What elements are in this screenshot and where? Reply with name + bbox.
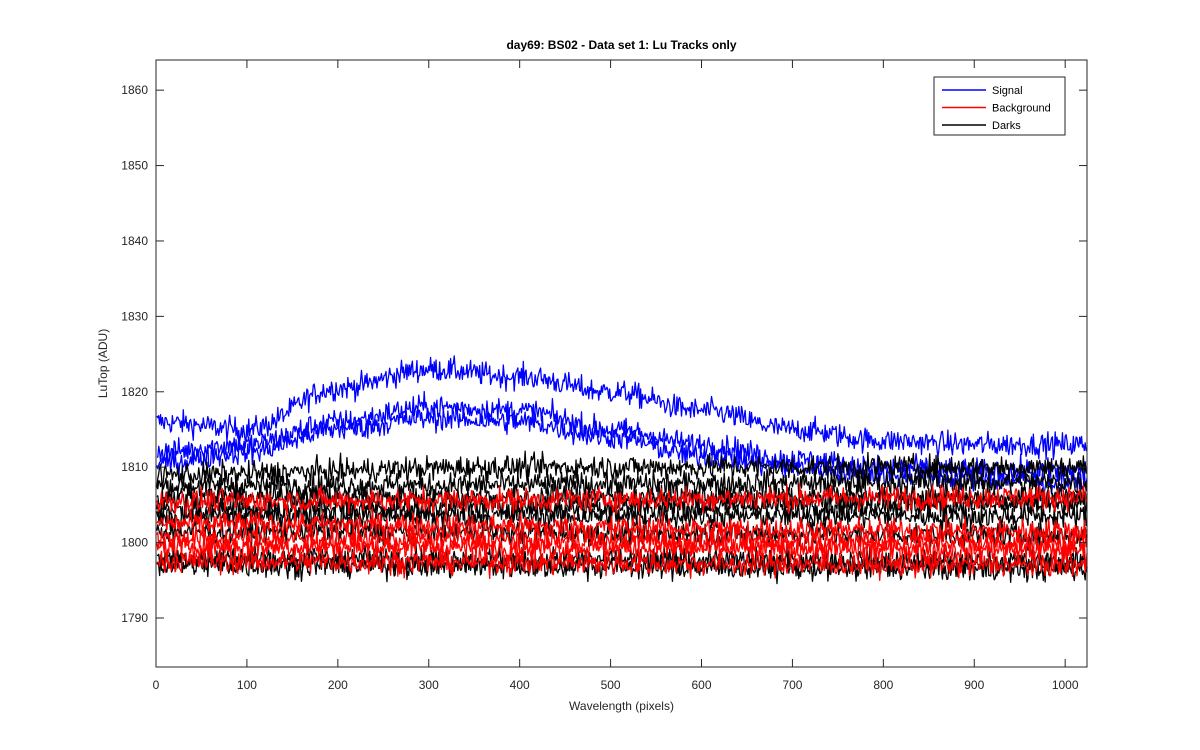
background-trace-5	[156, 545, 1088, 581]
y-tick-label: 1820	[121, 385, 148, 399]
background-trace-1	[156, 483, 1088, 517]
x-tick-label: 800	[873, 678, 893, 692]
y-tick-label: 1790	[121, 611, 148, 625]
legend-label-darks: Darks	[992, 120, 1021, 132]
legend-label-signal: Signal	[992, 85, 1023, 97]
y-tick-label: 1830	[121, 309, 148, 323]
x-tick-label: 600	[691, 678, 711, 692]
background-trace-4	[156, 531, 1088, 567]
x-tick-label: 500	[601, 678, 621, 692]
x-tick-label: 300	[419, 678, 439, 692]
chart-title: day69: BS02 - Data set 1: Lu Tracks only	[506, 38, 736, 52]
x-tick-label: 0	[153, 678, 160, 692]
y-tick-label: 1840	[121, 234, 148, 248]
x-tick-label: 200	[328, 678, 348, 692]
signal-trace-3	[156, 402, 1088, 501]
background-trace-2	[156, 506, 1088, 545]
y-tick-label: 1800	[121, 536, 148, 550]
x-tick-label: 1000	[1052, 678, 1079, 692]
darks-trace-1	[156, 450, 1088, 490]
y-tick-label: 1850	[121, 159, 148, 173]
x-tick-label: 900	[964, 678, 984, 692]
x-tick-label: 100	[237, 678, 257, 692]
y-tick-label: 1810	[121, 460, 148, 474]
ticks-layer: 0 100 200 300 400 500 600 700 800 900 1000 1790 1800…	[121, 60, 1087, 692]
y-axis-label: LuTop (ADU)	[96, 329, 110, 398]
background-trace-3	[156, 521, 1088, 559]
legend: Signal Background Darks	[933, 76, 1066, 136]
legend-label-background: Background	[992, 103, 1051, 115]
axes-box	[155, 59, 1088, 668]
x-tick-label: 700	[782, 678, 802, 692]
y-tick-label: 1860	[121, 83, 148, 97]
x-tick-label: 400	[510, 678, 530, 692]
traces-layer	[156, 355, 1088, 585]
signal-trace-1	[156, 355, 1088, 461]
x-axis-label: Wavelength (pixels)	[569, 699, 674, 713]
